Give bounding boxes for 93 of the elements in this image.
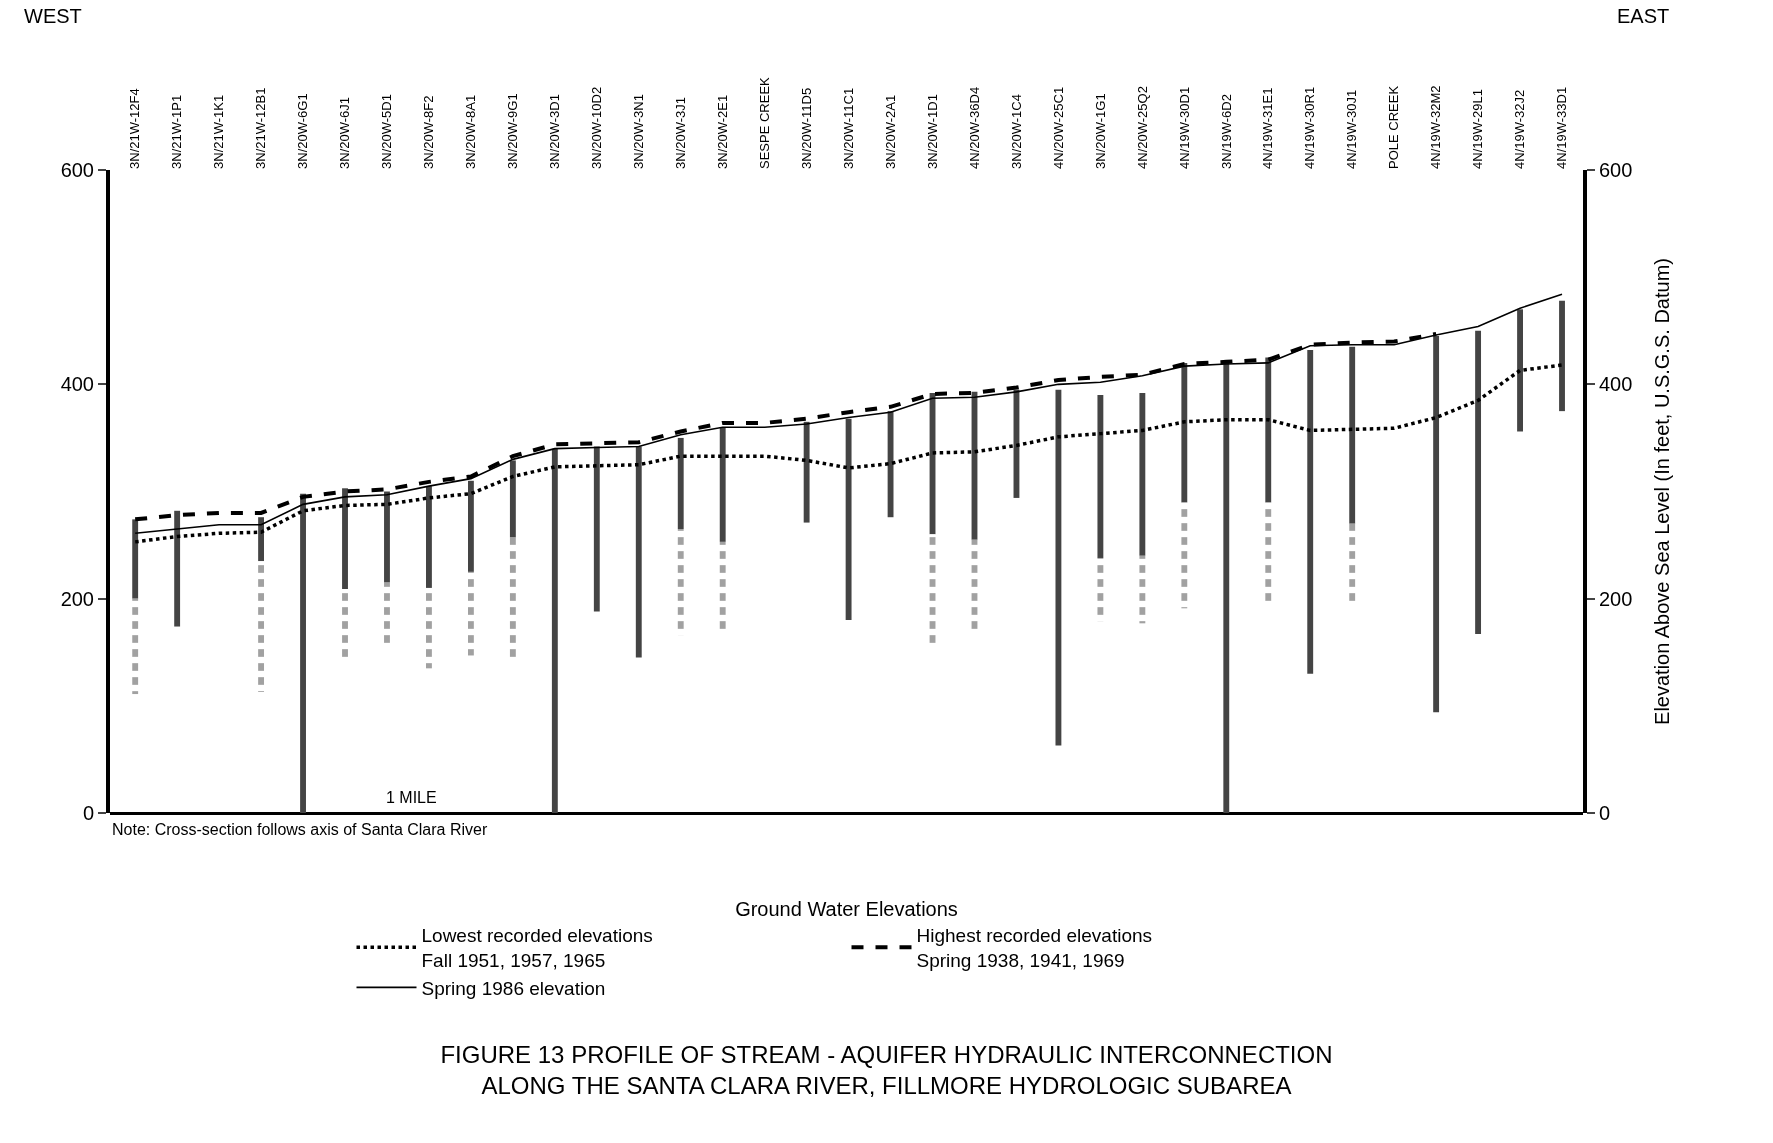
bar (384, 491, 390, 583)
x-tick-label: 3N/20W-1G1 (1092, 93, 1108, 169)
x-tick-label: 3N/20W-2A1 (882, 94, 898, 169)
bar (426, 587, 432, 669)
y-tick-label: 200 (60, 587, 94, 610)
x-tick-label: 4N/19W-32J2 (1512, 89, 1528, 169)
x-tick-label: 3N/21W-12F4 (127, 88, 143, 169)
text: WEST (24, 5, 82, 27)
bar (1181, 362, 1188, 503)
x-tick-label: 4N/20W-25C1 (1050, 86, 1066, 169)
bar (1139, 555, 1146, 624)
y-tick-label: 600 (60, 159, 94, 181)
legend-label: Lowest recorded elevations Fall 1951, 1957, 1965 (421, 925, 653, 972)
x-tick-label: 3N/20W-10D2 (589, 86, 605, 169)
x-tick-label: 3N/20W-8F2 (421, 95, 437, 169)
x-tick-label: 4N/19W-30D1 (1176, 86, 1192, 169)
y2-axis-title: Elevation Above Sea Level (In feet, U.S.G.S. Datum) (1651, 258, 1674, 725)
x-tick-label: 3N/20W-3N1 (630, 94, 646, 169)
x-tick-label: 3N/20W-8A1 (463, 94, 479, 169)
x-tick-label: 3N/20W-11D5 (798, 87, 814, 169)
bar (803, 421, 810, 523)
bar (467, 571, 474, 656)
x-tick-label: 3N/20W-3D1 (547, 94, 563, 169)
bar (1433, 336, 1440, 713)
x-tick-label: 3N/20W-5D1 (379, 94, 395, 169)
bar (1139, 392, 1146, 556)
bar (509, 460, 516, 538)
y2-tick-label: 0 (1599, 802, 1611, 824)
x-tick-label: 4N/19W-30R1 (1302, 86, 1318, 169)
x-tick-label: 4N/20W-25Q2 (1134, 86, 1150, 169)
legend-title: Ground Water Elevations (735, 898, 958, 921)
bar (174, 510, 181, 627)
bar (1517, 309, 1523, 432)
y-tick-label: 400 (60, 373, 94, 396)
x-tick-label: SESPE CREEK (756, 76, 772, 169)
bar (593, 446, 600, 612)
bar (509, 537, 516, 658)
x-tick-label: 4N/19W-31E1 (1260, 87, 1276, 169)
text: Note: Cross-section follows axis of Santa Clara River (112, 821, 488, 838)
y2-tick-label: 600 (1599, 159, 1633, 181)
x-tick-label: 3N/21W-1K1 (211, 94, 227, 169)
bar (887, 411, 894, 518)
x-tick-label: 4N/20W-36D4 (966, 86, 982, 169)
x-tick-label: 3N/20W-2E1 (714, 94, 730, 169)
bar (1349, 346, 1356, 524)
x-tick-label: 3N/20W-11C1 (840, 87, 856, 169)
bar (132, 519, 139, 599)
x-tick-label: 3N/20W-1D1 (924, 94, 940, 169)
x-tick-label: POLE CREEK (1386, 85, 1402, 169)
bar (677, 437, 684, 530)
legend-label: Spring 1986 elevation (421, 977, 606, 999)
bar (300, 493, 306, 813)
bar (677, 529, 684, 636)
text: FIGURE 13 PROFILE OF STREAM - AQUIFER HYDRAULIC INTERCONNECTION ALONG THE SANTA CLARA RIVER, FILLMORE HYDROLOGIC SUBAREA (440, 1040, 1333, 1100)
annotation: 1 MILE (386, 789, 437, 806)
y-tick-label: 0 (82, 802, 94, 824)
x-tick-label: 3N/19W-6D2 (1218, 94, 1234, 169)
bar (1181, 502, 1188, 609)
bar (1097, 395, 1104, 558)
line-series (134, 293, 1563, 535)
x-tick-label: 3N/20W-1C4 (1008, 94, 1024, 169)
x-tick-label: 4N/19W-33D1 (1554, 86, 1570, 169)
x-tick-label: 4N/19W-32M2 (1428, 85, 1444, 169)
bar (1265, 357, 1272, 503)
bar (1559, 300, 1565, 412)
bar (845, 418, 852, 621)
bar (258, 561, 265, 692)
bar (551, 448, 558, 813)
y2-tick-label: 400 (1599, 373, 1633, 396)
bar (426, 486, 432, 588)
x-tick-label: 4N/19W-29L1 (1470, 89, 1486, 169)
bar (1475, 330, 1482, 635)
text: EAST (1617, 5, 1670, 27)
x-tick-label: 3N/20W-9G1 (505, 93, 521, 169)
legend-label: Highest recorded elevations Spring 1938, 1941, 1969 (916, 925, 1153, 972)
bar (1097, 557, 1104, 622)
x-tick-label: 3N/21W-1P1 (169, 94, 185, 169)
bar (258, 517, 265, 562)
x-tick-label: 3N/21W-12B1 (253, 87, 269, 169)
x-tick-label: 4N/19W-30J1 (1344, 89, 1360, 169)
bar (1349, 523, 1356, 602)
bar (132, 598, 139, 695)
bar (1055, 389, 1062, 746)
bar (342, 488, 348, 590)
x-tick-label: 3N/20W-6J1 (337, 96, 353, 169)
bar (467, 480, 474, 572)
x-tick-label: 3N/20W-6G1 (295, 93, 311, 169)
bar (1307, 350, 1314, 674)
bar (719, 427, 726, 542)
bar (635, 446, 642, 658)
line-series (133, 363, 1564, 544)
y2-tick-label: 200 (1599, 587, 1633, 610)
x-tick-label: 3N/20W-3J1 (672, 96, 688, 169)
